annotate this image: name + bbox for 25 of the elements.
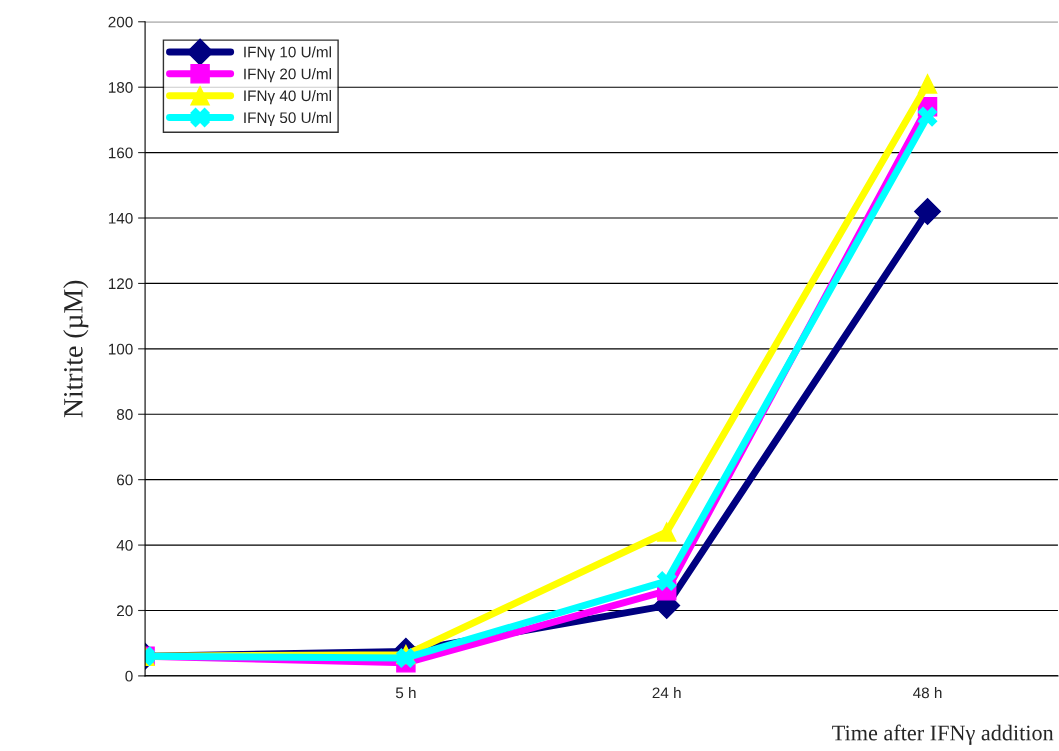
legend-label: IFNγ 20 U/ml bbox=[244, 68, 331, 83]
y-tick-label: 160 bbox=[108, 147, 133, 159]
legend-label: IFNγ 40 U/ml bbox=[244, 89, 331, 105]
legend-label: IFNγ 50 U/ml bbox=[244, 111, 331, 127]
y-tick-label: 80 bbox=[116, 409, 133, 420]
point bbox=[917, 106, 938, 127]
y-tick-label: 200 bbox=[108, 16, 133, 28]
legend-label: IFNγ 10 U/ml bbox=[244, 46, 331, 61]
y-tick-label: 60 bbox=[117, 474, 133, 486]
y-tick-label: 140 bbox=[108, 212, 133, 224]
x-tick-label: 24 h bbox=[652, 687, 681, 699]
point bbox=[914, 198, 941, 225]
point bbox=[656, 522, 677, 542]
y-tick-label: 180 bbox=[108, 82, 133, 93]
y-tick-label: 0 bbox=[125, 670, 133, 682]
y-tick-label: 120 bbox=[108, 278, 133, 290]
y-tick-label: 20 bbox=[117, 605, 133, 617]
x-tick-label: 5 h bbox=[395, 687, 416, 699]
y-tick-label: 40 bbox=[116, 539, 133, 551]
y-axis-title: Nitrite (µM) bbox=[63, 280, 89, 418]
x-axis-title: Time after IFNγ addition bbox=[832, 724, 1054, 745]
point bbox=[917, 74, 938, 94]
x-tick-label: 48 h bbox=[913, 687, 942, 699]
point bbox=[656, 571, 677, 591]
y-tick-label: 100 bbox=[108, 343, 133, 355]
